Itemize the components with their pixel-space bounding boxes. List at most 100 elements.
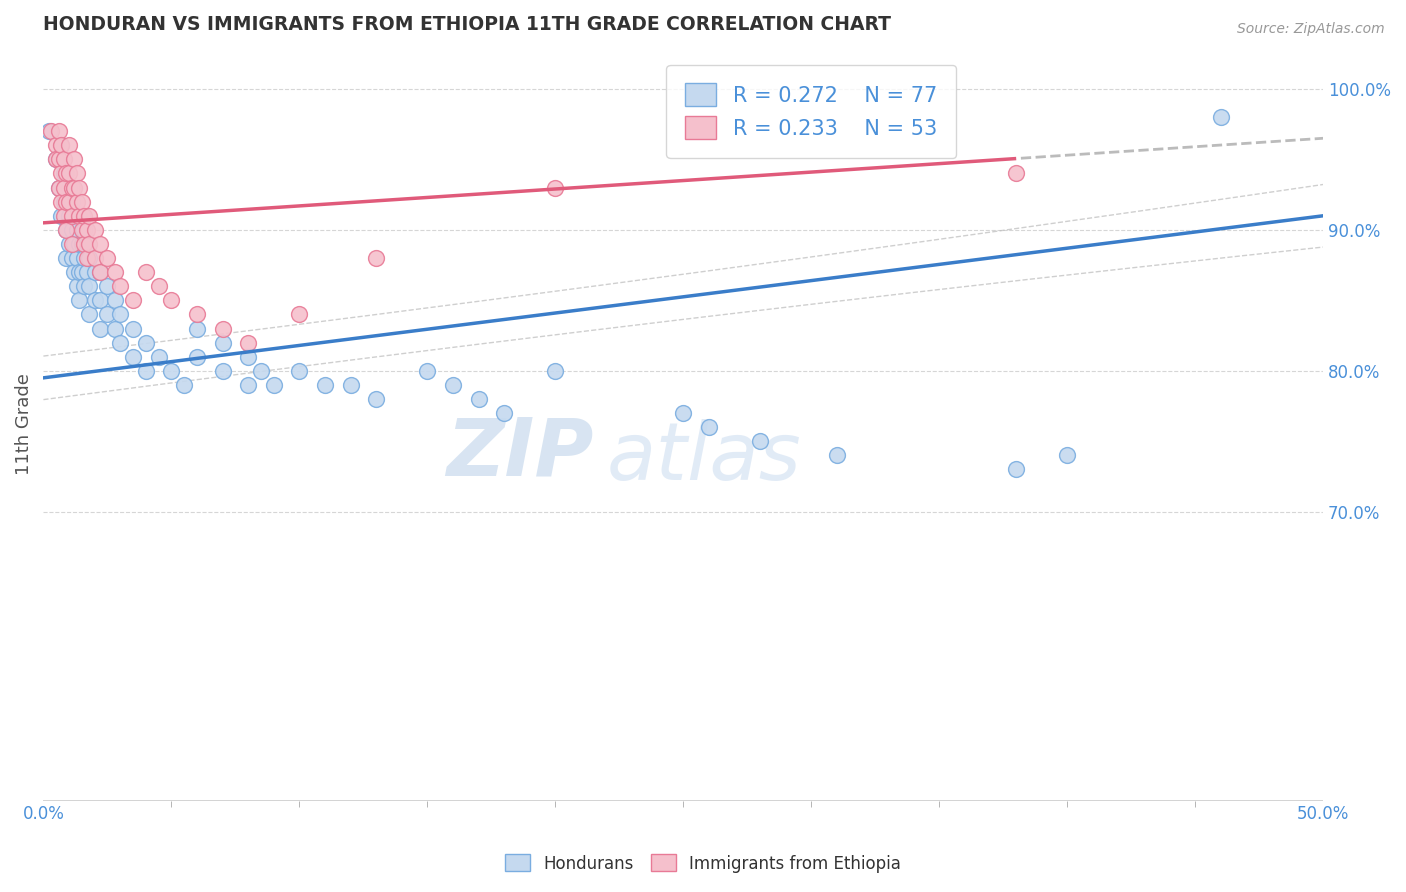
Point bbox=[48, 153, 70, 167]
Point bbox=[1056, 448, 1078, 462]
Text: Source: ZipAtlas.com: Source: ZipAtlas.com bbox=[1237, 22, 1385, 37]
Point bbox=[83, 251, 105, 265]
Point bbox=[366, 392, 388, 406]
Point bbox=[66, 279, 89, 293]
Point bbox=[1005, 462, 1028, 476]
Y-axis label: 11th Grade: 11th Grade bbox=[15, 373, 32, 475]
Point bbox=[63, 153, 86, 167]
Point bbox=[749, 434, 772, 449]
Point bbox=[38, 124, 60, 138]
Point bbox=[366, 251, 388, 265]
Point bbox=[67, 293, 90, 308]
Point bbox=[467, 392, 489, 406]
Point bbox=[96, 251, 118, 265]
Point bbox=[60, 209, 83, 223]
Point bbox=[73, 223, 96, 237]
Point bbox=[52, 209, 75, 223]
Point bbox=[89, 237, 111, 252]
Point bbox=[148, 279, 170, 293]
Point bbox=[494, 406, 516, 420]
Point bbox=[79, 307, 101, 321]
Point bbox=[60, 180, 83, 194]
Legend: R = 0.272    N = 77, R = 0.233    N = 53: R = 0.272 N = 77, R = 0.233 N = 53 bbox=[666, 64, 956, 158]
Point bbox=[58, 167, 80, 181]
Point bbox=[79, 279, 101, 293]
Point bbox=[67, 180, 90, 194]
Point bbox=[173, 377, 195, 392]
Point bbox=[108, 279, 131, 293]
Point bbox=[52, 180, 75, 194]
Point bbox=[48, 180, 70, 194]
Point bbox=[58, 138, 80, 153]
Point bbox=[672, 406, 695, 420]
Point bbox=[73, 279, 96, 293]
Point bbox=[51, 209, 73, 223]
Point bbox=[544, 364, 567, 378]
Point bbox=[70, 265, 93, 279]
Point bbox=[96, 279, 118, 293]
Point bbox=[63, 265, 86, 279]
Point bbox=[160, 364, 183, 378]
Point bbox=[339, 377, 361, 392]
Point bbox=[73, 251, 96, 265]
Point bbox=[263, 377, 285, 392]
Point bbox=[108, 307, 131, 321]
Point bbox=[58, 194, 80, 209]
Point bbox=[45, 138, 67, 153]
Point bbox=[48, 124, 70, 138]
Point bbox=[58, 237, 80, 252]
Point bbox=[55, 194, 77, 209]
Point bbox=[83, 265, 105, 279]
Point bbox=[70, 223, 93, 237]
Point bbox=[104, 293, 127, 308]
Point bbox=[89, 293, 111, 308]
Point bbox=[51, 194, 73, 209]
Point bbox=[314, 377, 336, 392]
Point bbox=[67, 209, 90, 223]
Point bbox=[104, 265, 127, 279]
Point bbox=[160, 293, 183, 308]
Point bbox=[73, 237, 96, 252]
Point bbox=[148, 350, 170, 364]
Point bbox=[51, 138, 73, 153]
Legend: Hondurans, Immigrants from Ethiopia: Hondurans, Immigrants from Ethiopia bbox=[499, 847, 907, 880]
Point bbox=[135, 335, 157, 350]
Point bbox=[48, 180, 70, 194]
Point bbox=[67, 265, 90, 279]
Point bbox=[52, 194, 75, 209]
Point bbox=[66, 223, 89, 237]
Point bbox=[238, 335, 260, 350]
Text: HONDURAN VS IMMIGRANTS FROM ETHIOPIA 11TH GRADE CORRELATION CHART: HONDURAN VS IMMIGRANTS FROM ETHIOPIA 11T… bbox=[44, 15, 891, 34]
Point bbox=[76, 265, 98, 279]
Point bbox=[825, 448, 848, 462]
Point bbox=[416, 364, 439, 378]
Point bbox=[55, 251, 77, 265]
Point bbox=[83, 223, 105, 237]
Point bbox=[79, 251, 101, 265]
Point bbox=[83, 293, 105, 308]
Point bbox=[1209, 110, 1232, 124]
Text: atlas: atlas bbox=[606, 418, 801, 497]
Point bbox=[60, 223, 83, 237]
Point bbox=[60, 251, 83, 265]
Point bbox=[73, 209, 96, 223]
Point bbox=[122, 293, 145, 308]
Point bbox=[63, 180, 86, 194]
Point bbox=[66, 167, 89, 181]
Point bbox=[66, 251, 89, 265]
Point bbox=[697, 420, 720, 434]
Point bbox=[58, 209, 80, 223]
Point bbox=[89, 265, 111, 279]
Point bbox=[238, 377, 260, 392]
Point bbox=[238, 350, 260, 364]
Point bbox=[45, 153, 67, 167]
Point bbox=[76, 237, 98, 252]
Point bbox=[55, 167, 77, 181]
Point bbox=[96, 307, 118, 321]
Point bbox=[135, 364, 157, 378]
Point bbox=[70, 237, 93, 252]
Point bbox=[45, 153, 67, 167]
Point bbox=[55, 223, 77, 237]
Point bbox=[211, 335, 233, 350]
Point bbox=[51, 167, 73, 181]
